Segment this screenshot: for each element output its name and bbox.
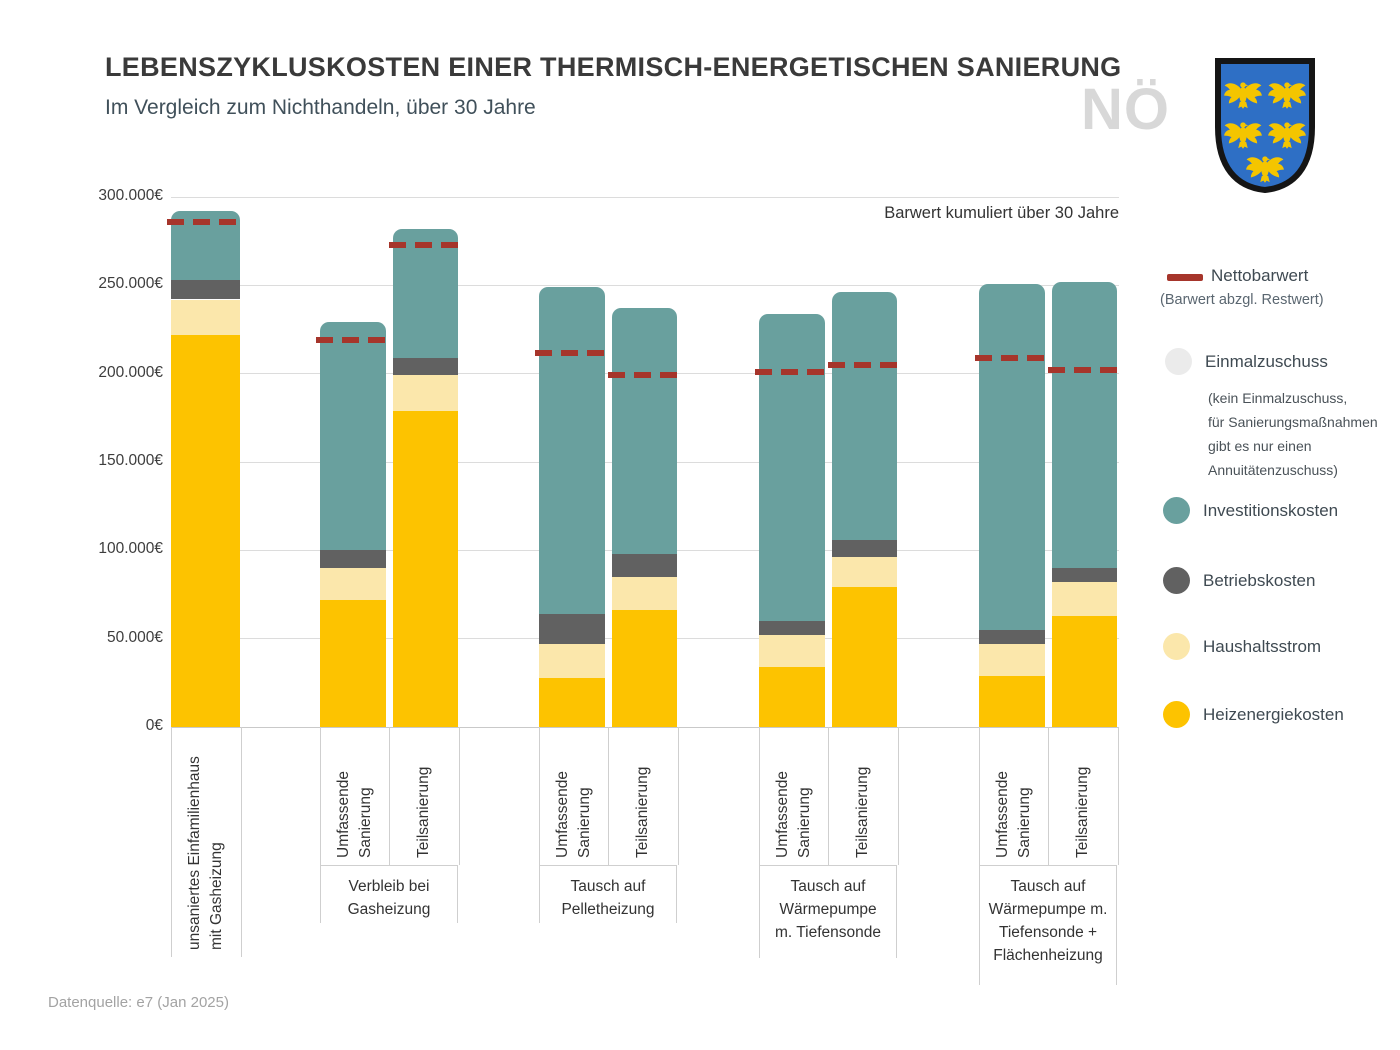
heizenergiekosten-circle-swatch [1163,701,1190,728]
axis-label-cell [320,727,390,865]
bar-segment-betriebskosten [539,613,605,644]
bar-segment-betriebskosten [611,553,677,577]
legend-label-nettobarwert: Nettobarwert [1211,266,1309,285]
group-label-cell: Tausch auf Wärmepumpe m. Tiefensonde + F… [979,865,1117,985]
bar-segment-heizenergiekosten [320,599,386,727]
gridline [171,726,1119,728]
bar-segment-haushaltsstrom [392,375,458,411]
bar-axis-label: Umfassende Sanierung [553,770,593,858]
nettobarwert-line [607,372,681,379]
bar-segment-betriebskosten [392,357,458,376]
data-source: Datenquelle: e7 (Jan 2025) [48,994,229,1011]
gridline [171,284,1119,286]
bar-segment-investitionskosten [831,292,897,540]
nettobarwert-line [167,218,244,225]
legend-sub-nettobarwert: (Barwert abzgl. Restwert) [1160,292,1324,308]
bar-segment-heizenergiekosten [611,610,677,727]
axis-label-cell [389,727,460,865]
bar-segment-betriebskosten [759,621,825,636]
axis-label-cell [171,727,242,957]
bar-segment-heizenergiekosten [171,334,240,727]
bar-segment-haushaltsstrom [611,576,677,611]
y-axis-tick-label: 100.000€ [98,540,163,558]
group-label-cell: Verbleib bei Gasheizung [320,865,458,923]
axis-label-cell [828,727,899,865]
legend-label-investitionskosten: Investitionskosten [1203,501,1339,520]
bar-axis-label: Umfassende Sanierung [773,770,813,858]
einmalzuschuss-circle-swatch [1165,348,1192,375]
page-subtitle: Im Vergleich zum Nichthandeln, über 30 J… [105,96,536,119]
bar-segment-investitionskosten [759,313,825,621]
bar-segment-haushaltsstrom [171,299,240,335]
gridline [171,196,1119,198]
nettobarwert-line [1047,367,1121,374]
nettobarwert-line [827,361,901,368]
axis-label-cell [979,727,1049,865]
noe-watermark: NÖ [1081,77,1170,142]
y-axis-tick-label: 0€ [145,717,163,734]
bar-segment-investitionskosten [979,283,1045,630]
bar-segment-investitionskosten [611,308,677,554]
bar-axis-label: Teilsanierung [853,766,871,858]
bar-segment-haushaltsstrom [979,644,1045,676]
bar-segment-investitionskosten [539,287,605,614]
group-label-cell: Tausch auf Pelletheizung [539,865,677,923]
bar-axis-label: Teilsanierung [414,766,432,858]
y-axis-tick-label: 200.000€ [98,363,163,381]
bar-axis-label: Umfassende Sanierung [334,770,374,858]
legend-label-haushaltsstrom: Haushaltsstrom [1203,637,1322,656]
bar-segment-betriebskosten [171,280,240,300]
axis-label-cell [539,727,609,865]
bar-segment-betriebskosten [1051,568,1117,583]
bar-axis-label: Umfassende Sanierung [993,770,1033,858]
legend-note-einmalzuschuss: (kein Einmalzuschuss, für Sanierungsmaßn… [1208,390,1378,478]
bar-segment-haushaltsstrom [759,635,825,667]
y-axis-tick-label: 150.000€ [98,452,163,469]
bar-axis-label: Teilsanierung [633,766,651,858]
bar-segment-investitionskosten [320,322,386,551]
bar-segment-betriebskosten [320,550,386,568]
nettobarwert-dash-swatch [1167,274,1203,281]
chart-annotation: Barwert kumuliert über 30 Jahre [884,204,1119,222]
nettobarwert-line [316,337,390,344]
bar-segment-haushaltsstrom [1051,582,1117,616]
bar-segment-haushaltsstrom [831,557,897,588]
legend-label-heizenergiekosten: Heizenergiekosten [1203,705,1344,724]
y-axis-tick-label: 250.000€ [98,275,163,293]
axis-label-cell [1048,727,1119,865]
bar-segment-heizenergiekosten [1051,615,1117,727]
bar-axis-label: unsaniertes Einfamilienhaus mit Gasheizu… [185,756,225,950]
group-label-cell: Tausch auf Wärmepumpe m. Tiefensonde [759,865,897,958]
haushaltsstrom-circle-swatch [1163,633,1190,660]
bar-segment-betriebskosten [979,629,1045,644]
bar-segment-heizenergiekosten [392,410,458,727]
axis-label-cell [608,727,679,865]
bar-axis-label: Teilsanierung [1073,766,1091,858]
bar-segment-betriebskosten [831,539,897,558]
bar-segment-haushaltsstrom [539,644,605,678]
bar-segment-investitionskosten [1051,281,1117,568]
bar-segment-heizenergiekosten [831,587,897,727]
noe-coat-of-arms [1212,55,1318,202]
bar-segment-investitionskosten [392,228,458,358]
y-axis-tick-label: 300.000€ [98,187,163,204]
page-title: LEBENSZYKLUSKOSTEN EINER THERMISCH-ENERG… [105,52,1122,82]
coat-of-arms-icon [1215,58,1315,194]
nettobarwert-line [755,368,829,375]
nettobarwert-line [975,354,1049,361]
bar-segment-haushaltsstrom [320,568,386,600]
y-axis-tick-label: 50.000€ [106,628,163,646]
investitionskosten-circle-swatch [1163,497,1190,524]
legend-label-einmalzuschuss: Einmalzuschuss [1205,352,1328,371]
betriebskosten-circle-swatch [1163,567,1190,594]
bar-segment-heizenergiekosten [759,666,825,727]
legend-label-betriebskosten: Betriebskosten [1203,571,1316,590]
nettobarwert-line [388,241,462,248]
axis-label-cell [759,727,829,865]
nettobarwert-line [535,349,609,356]
bar-segment-heizenergiekosten [539,677,605,727]
bar-segment-heizenergiekosten [979,675,1045,727]
